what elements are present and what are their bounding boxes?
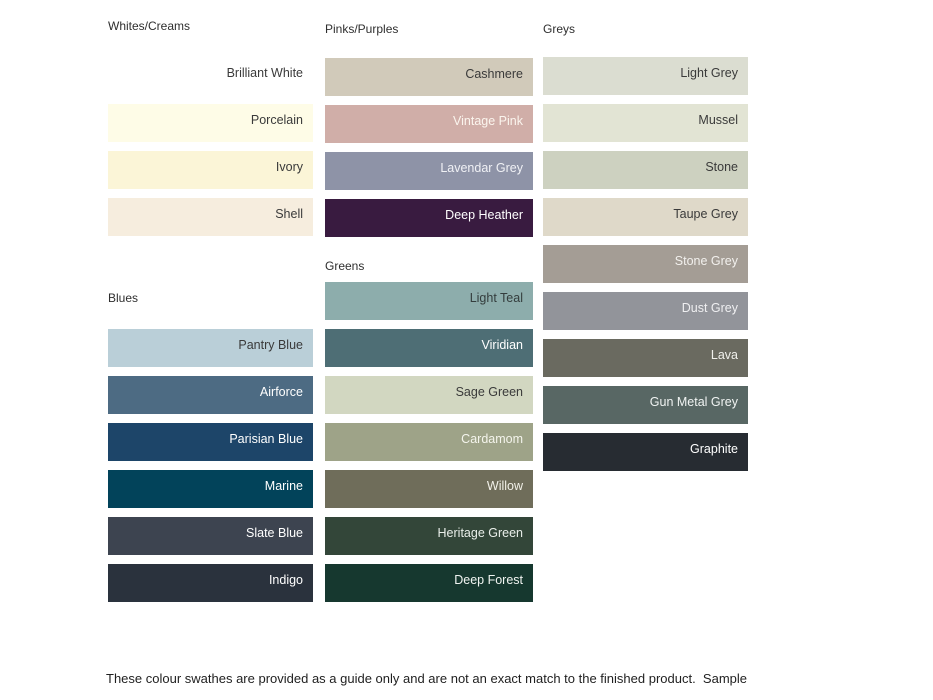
- swatch-shell: Shell: [108, 198, 313, 236]
- group-title-whites-creams: Whites/Creams: [108, 19, 191, 33]
- swatch-label: Heritage Green: [437, 526, 523, 540]
- swatch-label: Vintage Pink: [453, 114, 523, 128]
- group-title-greens: Greens: [325, 259, 365, 273]
- swatch-dust-grey: Dust Grey: [543, 292, 748, 330]
- swatch-mussel: Mussel: [543, 104, 748, 142]
- swatch-label: Cardamom: [461, 432, 523, 446]
- swatch-parisian-blue: Parisian Blue: [108, 423, 313, 461]
- swatch-brilliant-white: Brilliant White: [108, 57, 313, 95]
- swatch-label: Gun Metal Grey: [649, 395, 738, 409]
- swatch-light-teal: Light Teal: [325, 282, 533, 320]
- group-title-pinks-purples: Pinks/Purples: [325, 22, 399, 36]
- swatch-label: Deep Forest: [454, 573, 523, 587]
- swatch-airforce: Airforce: [108, 376, 313, 414]
- swatch-label: Slate Blue: [246, 526, 303, 540]
- swatch-taupe-grey: Taupe Grey: [543, 198, 748, 236]
- group-title-greys: Greys: [543, 22, 576, 36]
- group-greens: Greens Light Teal Viridian Sage Green Cardam…: [325, 259, 533, 611]
- swatch-label: Light Teal: [469, 291, 523, 305]
- swatch-vintage-pink: Vintage Pink: [325, 105, 533, 143]
- swatch-label: Porcelain: [250, 113, 303, 127]
- swatch-label: Shell: [275, 207, 303, 221]
- swatch-viridian: Viridian: [325, 329, 533, 367]
- swatch-label: Mussel: [698, 113, 738, 127]
- swatch-label: Airforce: [259, 385, 303, 399]
- swatch-lava: Lava: [543, 339, 748, 377]
- swatch-label: Marine: [264, 479, 303, 493]
- swatch-label: Brilliant White: [226, 66, 303, 80]
- swatch-stone: Stone: [543, 151, 748, 189]
- swatch-deep-forest: Deep Forest: [325, 564, 533, 602]
- swatch-sage-green: Sage Green: [325, 376, 533, 414]
- swatch-heritage-green: Heritage Green: [325, 517, 533, 555]
- swatch-label: Light Grey: [680, 66, 738, 80]
- swatch-label: Taupe Grey: [673, 207, 738, 221]
- swatch-label: Stone Grey: [674, 254, 738, 268]
- group-greys: Greys Light Grey Mussel Stone Taupe Grey Ston…: [543, 22, 748, 480]
- swatch-label: Graphite: [690, 442, 738, 456]
- swatch-label: Cashmere: [465, 67, 523, 81]
- swatch-willow: Willow: [325, 470, 533, 508]
- group-whites-creams: Whites/Creams Brilliant White Porcelain Ivo…: [108, 19, 313, 245]
- swatch-label: Pantry Blue: [238, 338, 303, 352]
- swatch-label: Sage Green: [455, 385, 523, 399]
- swatch-ivory: Ivory: [108, 151, 313, 189]
- swatch-gun-metal-grey: Gun Metal Grey: [543, 386, 748, 424]
- swatch-pantry-blue: Pantry Blue: [108, 329, 313, 367]
- swatch-label: Indigo: [268, 573, 303, 587]
- swatch-porcelain: Porcelain: [108, 104, 313, 142]
- swatch-label: Stone: [705, 160, 738, 174]
- swatch-lavendar-grey: Lavendar Grey: [325, 152, 533, 190]
- swatch-label: Viridian: [481, 338, 523, 352]
- swatch-indigo: Indigo: [108, 564, 313, 602]
- swatch-label: Deep Heather: [445, 208, 523, 222]
- swatch-slate-blue: Slate Blue: [108, 517, 313, 555]
- swatch-label: Dust Grey: [681, 301, 738, 315]
- group-blues: Blues Pantry Blue Airforce Parisian Blue Mar…: [108, 291, 313, 611]
- swatch-stone-grey: Stone Grey: [543, 245, 748, 283]
- swatch-cardamom: Cardamom: [325, 423, 533, 461]
- swatch-label: Lavendar Grey: [440, 161, 523, 175]
- swatch-deep-heather: Deep Heather: [325, 199, 533, 237]
- swatch-label: Parisian Blue: [229, 432, 303, 446]
- group-pinks-purples: Pinks/Purples Cashmere Vintage Pink Lavenda…: [325, 22, 533, 246]
- swatch-graphite: Graphite: [543, 433, 748, 471]
- disclaimer-text: These colour swathes are provided as a g…: [106, 639, 796, 700]
- swatch-marine: Marine: [108, 470, 313, 508]
- disclaimer-line-1: These colour swathes are provided as a g…: [106, 671, 747, 686]
- swatch-label: Lava: [710, 348, 738, 362]
- swatch-label: Willow: [486, 479, 523, 493]
- swatch-cashmere: Cashmere: [325, 58, 533, 96]
- group-title-blues: Blues: [108, 291, 139, 305]
- swatch-light-grey: Light Grey: [543, 57, 748, 95]
- swatch-label: Ivory: [275, 160, 303, 174]
